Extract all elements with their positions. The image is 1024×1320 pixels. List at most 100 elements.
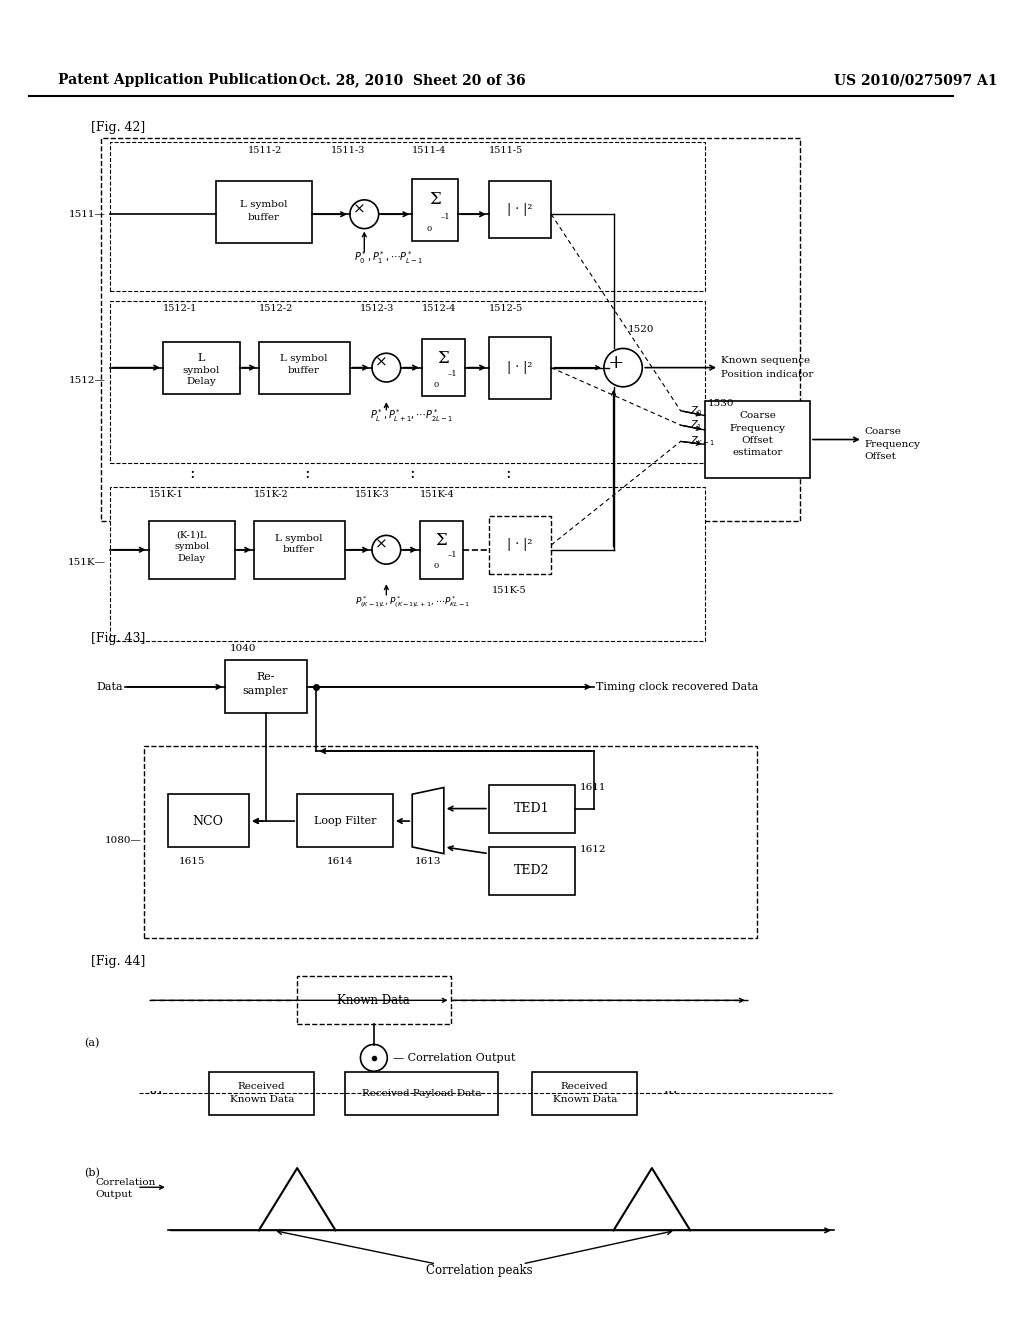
Text: TED1: TED1 bbox=[514, 803, 550, 814]
Text: 151K-1: 151K-1 bbox=[148, 490, 183, 499]
FancyBboxPatch shape bbox=[413, 178, 458, 242]
Text: symbol: symbol bbox=[182, 366, 220, 375]
Text: 1511-4: 1511-4 bbox=[413, 145, 446, 154]
Text: $Z_{K-1}$: $Z_{K-1}$ bbox=[690, 434, 716, 449]
Text: L symbol: L symbol bbox=[281, 354, 328, 363]
FancyBboxPatch shape bbox=[488, 181, 551, 238]
Text: $P_{(K-1)L}^*, P_{(K-1)L+1}^*,\cdots P_{KL-1}^*$: $P_{(K-1)L}^*, P_{(K-1)L+1}^*,\cdots P_{… bbox=[354, 594, 470, 611]
Text: sampler: sampler bbox=[243, 685, 289, 696]
Text: $Z_1$: $Z_1$ bbox=[690, 418, 702, 432]
FancyBboxPatch shape bbox=[111, 301, 705, 463]
Text: 0: 0 bbox=[427, 224, 432, 232]
Text: 1080—: 1080— bbox=[105, 836, 142, 845]
Text: $P_L^*, P_{L+1}^*,\cdots P_{2L-1}^*$: $P_L^*, P_{L+1}^*,\cdots P_{2L-1}^*$ bbox=[371, 407, 454, 424]
FancyBboxPatch shape bbox=[168, 795, 249, 847]
Text: 1530: 1530 bbox=[708, 399, 734, 408]
Text: Delay: Delay bbox=[178, 554, 206, 562]
FancyBboxPatch shape bbox=[254, 521, 345, 578]
Text: Coarse: Coarse bbox=[864, 428, 901, 437]
Text: :: : bbox=[304, 465, 309, 482]
Text: 1512-4: 1512-4 bbox=[422, 304, 456, 313]
Text: buffer: buffer bbox=[283, 545, 315, 554]
Text: 1040: 1040 bbox=[230, 644, 257, 653]
Text: Σ: Σ bbox=[437, 350, 449, 367]
Text: $P_0^*, P_1^*,\cdots P_{L-1}^*$: $P_0^*, P_1^*,\cdots P_{L-1}^*$ bbox=[353, 249, 423, 265]
Text: [Fig. 43]: [Fig. 43] bbox=[91, 632, 145, 645]
Text: 1613: 1613 bbox=[416, 857, 441, 866]
Text: TED2: TED2 bbox=[514, 865, 550, 878]
FancyBboxPatch shape bbox=[143, 746, 758, 939]
Text: Oct. 28, 2010  Sheet 20 of 36: Oct. 28, 2010 Sheet 20 of 36 bbox=[299, 73, 525, 87]
FancyBboxPatch shape bbox=[488, 784, 575, 833]
Text: [Fig. 42]: [Fig. 42] bbox=[91, 121, 145, 135]
Text: Timing clock recovered Data: Timing clock recovered Data bbox=[596, 682, 759, 692]
Text: 1615: 1615 bbox=[178, 857, 205, 866]
Text: Frequency: Frequency bbox=[729, 424, 785, 433]
Text: 1512-3: 1512-3 bbox=[359, 304, 394, 313]
Text: Output: Output bbox=[96, 1191, 133, 1200]
Text: L symbol: L symbol bbox=[240, 201, 288, 209]
Text: –1: –1 bbox=[447, 550, 458, 558]
Text: Position indicator: Position indicator bbox=[721, 370, 813, 379]
Text: Coarse: Coarse bbox=[739, 411, 776, 420]
Text: buffer: buffer bbox=[288, 366, 319, 375]
Text: –1: –1 bbox=[441, 213, 451, 222]
FancyBboxPatch shape bbox=[422, 339, 465, 396]
Text: ···: ··· bbox=[148, 1086, 164, 1101]
Text: 1512-1: 1512-1 bbox=[163, 304, 198, 313]
Text: +: + bbox=[608, 354, 625, 372]
Text: Received: Received bbox=[561, 1082, 608, 1092]
Text: 0: 0 bbox=[433, 381, 439, 389]
Text: 1512—: 1512— bbox=[69, 376, 105, 384]
Text: NCO: NCO bbox=[193, 814, 223, 828]
FancyBboxPatch shape bbox=[488, 847, 575, 895]
Text: Σ: Σ bbox=[429, 191, 441, 209]
Text: 1512-5: 1512-5 bbox=[488, 304, 523, 313]
Text: Known Data: Known Data bbox=[553, 1094, 616, 1104]
FancyBboxPatch shape bbox=[148, 521, 234, 578]
FancyBboxPatch shape bbox=[420, 521, 463, 578]
Text: :: : bbox=[410, 465, 415, 482]
Text: ×: × bbox=[353, 202, 366, 216]
Text: 0: 0 bbox=[433, 562, 439, 570]
FancyBboxPatch shape bbox=[163, 342, 240, 395]
Text: Loop Filter: Loop Filter bbox=[314, 816, 377, 826]
FancyBboxPatch shape bbox=[705, 401, 810, 478]
Text: $Z_0$: $Z_0$ bbox=[690, 404, 703, 417]
Text: 1612: 1612 bbox=[580, 845, 606, 854]
Text: | · |²: | · |² bbox=[507, 539, 532, 552]
FancyBboxPatch shape bbox=[532, 1072, 638, 1115]
Text: ×: × bbox=[375, 539, 388, 552]
Text: 151K-4: 151K-4 bbox=[420, 490, 455, 499]
Text: — Correlation Output: — Correlation Output bbox=[393, 1053, 515, 1063]
Text: 1512-2: 1512-2 bbox=[259, 304, 293, 313]
Text: Data: Data bbox=[96, 682, 123, 692]
FancyBboxPatch shape bbox=[216, 181, 311, 243]
Text: buffer: buffer bbox=[248, 213, 280, 222]
Text: ×: × bbox=[375, 356, 388, 370]
FancyBboxPatch shape bbox=[259, 342, 350, 395]
FancyBboxPatch shape bbox=[345, 1072, 499, 1115]
FancyBboxPatch shape bbox=[297, 795, 393, 847]
Text: | · |²: | · |² bbox=[507, 203, 532, 216]
Text: 151K—: 151K— bbox=[68, 558, 105, 566]
FancyBboxPatch shape bbox=[100, 137, 801, 521]
FancyBboxPatch shape bbox=[209, 1072, 314, 1115]
Text: Correlation peaks: Correlation peaks bbox=[426, 1265, 532, 1278]
Text: Known sequence: Known sequence bbox=[721, 356, 810, 366]
Text: Re-: Re- bbox=[256, 672, 274, 682]
Text: 1511-5: 1511-5 bbox=[488, 145, 523, 154]
Text: Frequency: Frequency bbox=[864, 440, 921, 449]
FancyBboxPatch shape bbox=[488, 516, 551, 574]
Text: :: : bbox=[505, 465, 511, 482]
Text: 1520: 1520 bbox=[628, 325, 654, 334]
Text: [Fig. 44]: [Fig. 44] bbox=[91, 956, 145, 969]
Text: :: : bbox=[188, 465, 195, 482]
FancyBboxPatch shape bbox=[111, 143, 705, 290]
Text: Known Data: Known Data bbox=[338, 994, 411, 1007]
Text: Delay: Delay bbox=[186, 378, 216, 387]
Text: | · |²: | · |² bbox=[507, 362, 532, 374]
Text: 151K-5: 151K-5 bbox=[492, 586, 526, 595]
Text: L symbol: L symbol bbox=[275, 533, 323, 543]
Text: ···: ··· bbox=[664, 1086, 678, 1101]
